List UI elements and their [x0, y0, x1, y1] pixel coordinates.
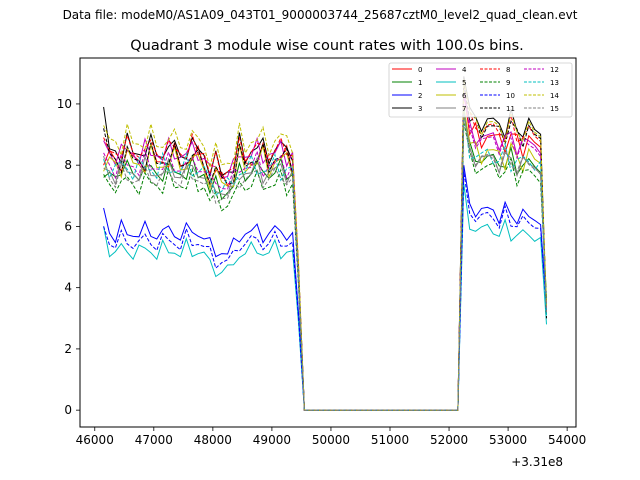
x-axis: 46000 47000 48000 49000 50000 51000 52000 53000…	[76, 427, 586, 447]
y-tick-label: 4	[64, 281, 72, 295]
legend-label-11: 11	[506, 105, 515, 113]
chart-title: Quadrant 3 module wise count rates with …	[130, 38, 524, 54]
legend-label-1: 1	[418, 79, 422, 87]
series-line-4	[103, 91, 547, 411]
legend-label-15: 15	[550, 105, 559, 113]
x-tick-label: 54000	[548, 433, 586, 447]
x-tick-label: 46000	[76, 433, 114, 447]
legend-label-13: 13	[550, 79, 559, 87]
x-tick-label: 51000	[371, 433, 409, 447]
series-line-13	[103, 110, 547, 411]
legend-label-3: 3	[418, 105, 422, 113]
x-tick-label: 53000	[489, 433, 527, 447]
series-line-14	[103, 79, 547, 411]
legend-label-12: 12	[550, 66, 559, 74]
x-offset-label: +3.31e8	[511, 455, 563, 469]
plot-frame	[79, 57, 577, 428]
series-line-9	[103, 122, 547, 411]
legend-label-14: 14	[550, 92, 559, 100]
y-tick-label: 6	[64, 219, 72, 233]
legend-label-0: 0	[418, 66, 422, 74]
y-axis: 0 2 4 6 8 10	[57, 97, 80, 417]
series-line-2	[103, 165, 547, 411]
series-lines	[103, 76, 547, 411]
legend-label-9: 9	[506, 79, 510, 87]
x-tick-label: 52000	[430, 433, 468, 447]
series-line-6	[103, 106, 547, 411]
legend-label-7: 7	[462, 105, 466, 113]
y-tick-label: 10	[57, 97, 72, 111]
y-tick-label: 2	[64, 342, 72, 356]
legend-label-2: 2	[418, 92, 422, 100]
x-tick-label: 47000	[135, 433, 173, 447]
x-tick-label: 48000	[194, 433, 232, 447]
series-line-10	[103, 171, 547, 411]
y-tick-label: 8	[64, 158, 72, 172]
series-line-5	[103, 183, 547, 411]
y-tick-label: 0	[64, 403, 72, 417]
legend-label-4: 4	[462, 66, 467, 74]
x-tick-label: 50000	[312, 433, 350, 447]
legend-label-10: 10	[506, 92, 515, 100]
series-line-3	[103, 76, 547, 411]
x-tick-label: 49000	[253, 433, 291, 447]
legend-label-5: 5	[462, 79, 466, 87]
legend-label-8: 8	[506, 66, 510, 74]
datafile-caption: Data file: modeM0/AS1A09_043T01_90000037…	[63, 8, 578, 22]
legend-label-6: 6	[462, 92, 467, 100]
legend-box	[388, 62, 573, 118]
